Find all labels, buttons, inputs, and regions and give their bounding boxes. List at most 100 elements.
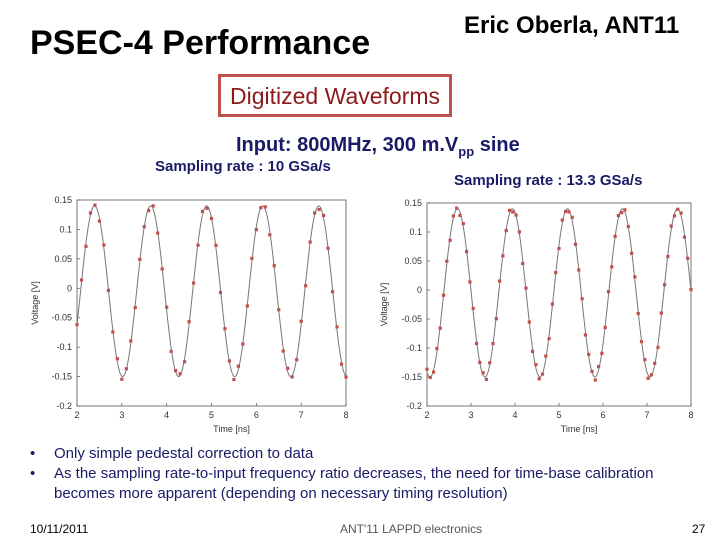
data-point [587,352,591,356]
y-tick-label: -0.2 [406,401,422,411]
data-point [169,349,173,353]
data-point [124,367,128,371]
data-point [281,349,285,353]
y-tick-label: -0.05 [401,314,422,324]
data-point [84,244,88,248]
data-point [504,229,508,233]
right-chart-caption: Sampling rate : 13.3 GSa/s [454,172,643,189]
bullet-text: Only simple pedestal correction to data [54,445,314,462]
data-point [511,210,515,214]
data-point [102,243,106,247]
x-tick-label: 5 [209,410,214,420]
plot-frame [76,199,347,407]
y-tick-label: 0.05 [404,256,422,266]
input-signal-label: Input: 800MHz, 300 m.Vpp sine [236,134,520,159]
data-point [432,370,436,374]
data-point [573,242,578,246]
data-point [544,354,548,358]
data-point [646,376,650,380]
data-point [679,211,683,215]
data-point [583,333,587,337]
data-point [672,214,677,218]
x-tick-label: 8 [343,410,348,420]
data-point [425,367,429,371]
data-point [577,268,581,272]
data-point [428,375,432,380]
data-point [590,369,594,373]
data-point [643,357,647,362]
bullet-list: • Only simple pedestal correction to data… [30,444,700,504]
data-point [445,259,449,263]
data-point [507,208,512,212]
x-axis-label: Time [ns] [213,424,250,434]
data-point [304,284,308,288]
data-point [514,213,518,217]
data-point [268,233,272,237]
data-point [196,243,200,247]
left-chart-caption: Sampling rate : 10 GSa/s [155,158,331,175]
data-point [610,265,614,269]
data-point [656,345,660,350]
x-tick-label: 8 [688,410,693,420]
data-point [263,205,267,209]
data-point [557,246,561,251]
data-point [272,264,276,268]
data-point [448,238,452,242]
data-point [560,218,564,222]
x-tick-label: 4 [512,410,517,420]
data-point [501,254,505,258]
data-point [669,224,673,228]
data-point [120,377,124,381]
data-point [205,206,209,210]
data-point [686,256,690,260]
data-point [160,267,164,271]
data-point [517,230,521,234]
data-point [88,211,93,215]
data-point [326,246,330,250]
data-point [606,290,611,294]
data-point [626,224,630,229]
author-label: Eric Oberla, ANT11 [464,12,680,39]
data-point [214,243,218,247]
data-point [335,325,339,329]
data-point [623,208,627,212]
data-point [79,278,84,282]
data-point [649,373,653,377]
input-prefix: Input: 800MHz, 300 m.V [236,134,459,156]
data-point [156,231,160,235]
data-point [290,375,294,379]
data-point [330,290,335,294]
data-point [491,342,495,346]
data-point [111,330,115,334]
y-tick-label: -0.1 [406,343,422,353]
data-point [313,211,317,215]
y-tick-label: -0.15 [51,372,72,382]
y-tick-label: -0.15 [401,372,422,382]
input-suffix: sine [474,134,520,156]
data-point [106,288,110,293]
data-point [537,377,541,381]
x-tick-label: 4 [164,410,169,420]
data-point [259,206,263,210]
data-point [468,280,472,284]
data-point [308,240,312,244]
y-tick-label: 0.15 [54,195,72,205]
data-point [593,378,597,382]
data-point [540,372,545,376]
data-point [227,359,232,363]
data-point [97,219,102,223]
data-point [597,365,601,369]
data-point [133,305,137,310]
section-heading-box: Digitized Waveforms [218,74,453,117]
data-point [142,225,146,229]
x-tick-label: 6 [600,410,605,420]
data-point [630,251,634,255]
page-title: PSEC-4 Performance [30,24,371,62]
x-tick-label: 7 [299,410,304,420]
data-point [223,327,227,331]
data-point [564,209,568,214]
x-tick-label: 2 [74,410,79,420]
data-point [600,351,604,355]
data-point [191,281,196,285]
